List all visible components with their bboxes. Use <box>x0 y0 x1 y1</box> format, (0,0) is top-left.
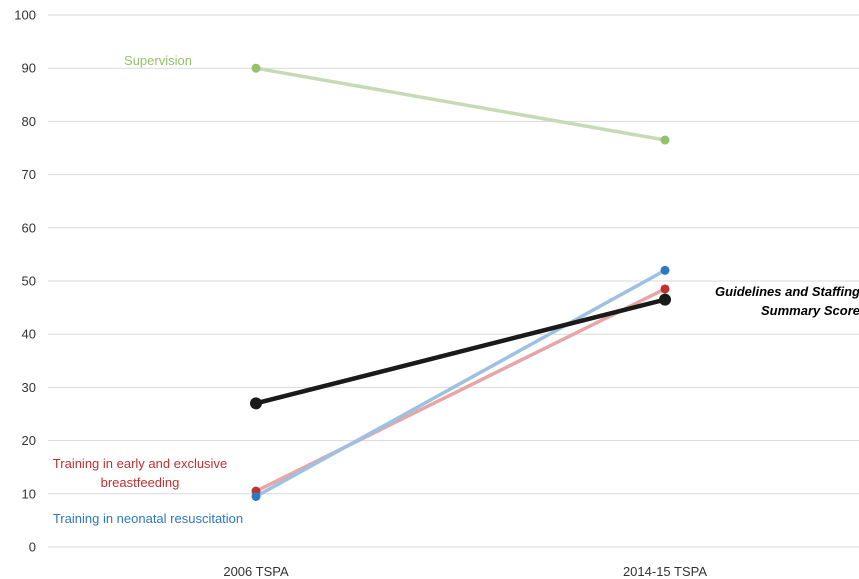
y-tick-label: 90 <box>22 61 36 76</box>
series-label: Supervision <box>124 53 192 68</box>
data-point <box>660 135 670 145</box>
data-point <box>250 397 262 410</box>
y-tick-label: 10 <box>22 486 36 501</box>
data-point <box>659 293 671 306</box>
series-line <box>254 268 667 499</box>
y-tick-label: 20 <box>22 433 36 448</box>
y-tick-label: 80 <box>22 114 36 129</box>
y-tick-label: 50 <box>22 274 36 289</box>
data-point <box>660 265 670 275</box>
series-label: Training in early and exclusive <box>53 456 227 471</box>
y-axis-tick-labels: 0 10 20 30 40 50 60 70 80 90 100 <box>14 8 36 555</box>
x-category-label: 2006 TSPA <box>223 564 289 579</box>
y-tick-label: 40 <box>22 327 36 342</box>
y-tick-label: 70 <box>22 167 36 182</box>
data-point <box>251 63 261 73</box>
series-label: Training in neonatal resuscitation <box>53 511 243 526</box>
y-tick-label: 30 <box>22 380 36 395</box>
y-tick-label: 100 <box>14 8 36 23</box>
y-tick-label: 0 <box>29 540 36 555</box>
series-label: breastfeeding <box>101 475 180 490</box>
series-label: Guidelines and Staffing <box>715 284 859 299</box>
series-points <box>250 63 671 501</box>
series-line <box>254 66 667 142</box>
data-point <box>251 491 261 501</box>
data-point <box>660 284 670 294</box>
y-tick-label: 60 <box>22 220 36 235</box>
series-line <box>253 297 668 406</box>
series-lines <box>253 66 668 499</box>
gridlines <box>48 14 859 548</box>
x-category-label: 2014-15 TSPA <box>623 564 707 579</box>
x-axis-category-labels: 2006 TSPA 2014-15 TSPA <box>223 564 707 579</box>
series-label: Summary Score <box>761 303 859 318</box>
series-labels: Supervision Training in early and exclusi… <box>53 53 859 526</box>
